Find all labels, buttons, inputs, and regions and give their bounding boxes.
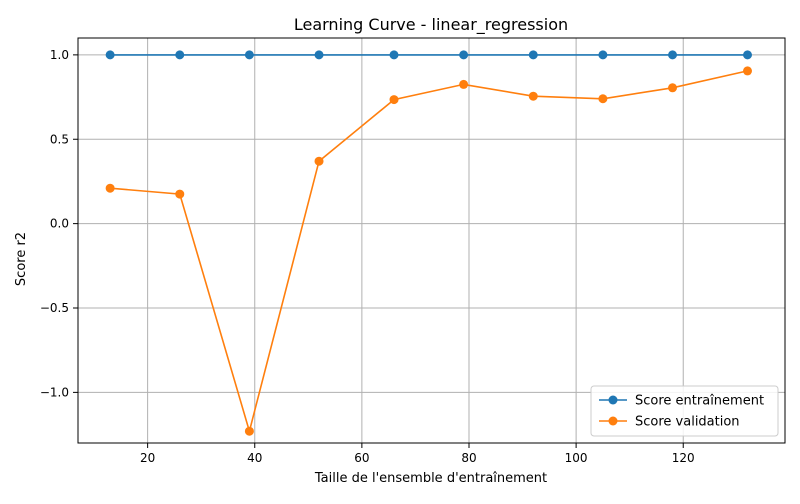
legend-validation-label: Score validation: [635, 415, 740, 430]
training-score-point: [743, 50, 753, 60]
training-score-point: [598, 50, 608, 60]
y-tick-label: −0.5: [40, 301, 69, 315]
ticks: 20 40 60 80 100 120 −1.0 −0.5 0.0 0.5 1.0: [40, 48, 695, 465]
x-tick-label: 120: [672, 451, 695, 465]
x-tick-label: 80: [461, 451, 476, 465]
validation-score-line: [110, 70, 748, 435]
validation-score-point: [175, 189, 185, 199]
legend-box: [590, 385, 779, 437]
training-score-point: [459, 50, 469, 60]
validation-score-point: [389, 95, 399, 105]
training-score-point: [244, 50, 254, 60]
y-axis-label: Score r2: [14, 232, 29, 286]
y-tick-label: 1.0: [50, 48, 69, 62]
x-tick-label: 60: [354, 451, 369, 465]
legend-validation-marker: [608, 416, 618, 426]
validation-score-point: [528, 91, 538, 101]
training-score-point: [389, 50, 399, 60]
validation-score-point: [743, 66, 753, 76]
legend: Score entraînement Score validation: [590, 385, 779, 437]
training-score-point: [105, 50, 115, 60]
validation-score-point: [598, 94, 608, 104]
y-tick-label: 0.5: [50, 132, 69, 146]
legend-training-label: Score entraînement: [635, 394, 764, 409]
x-tick-label: 20: [140, 451, 155, 465]
legend-training-marker: [608, 395, 618, 405]
x-axis-label: Taille de l'ensemble d'entraînement: [314, 471, 547, 486]
y-tick-label: 0.0: [50, 217, 69, 231]
validation-score-point: [459, 79, 469, 89]
plot-frame: [77, 37, 786, 444]
validation-score-point: [244, 426, 254, 436]
validation-score-point: [668, 83, 678, 93]
x-tick-label: 100: [565, 451, 588, 465]
chart-title: Learning Curve - linear_regression: [294, 15, 568, 35]
training-score-point: [314, 50, 324, 60]
validation-score-point: [105, 183, 115, 193]
x-tick-label: 40: [247, 451, 262, 465]
y-tick-label: −1.0: [40, 385, 69, 399]
training-score-point: [175, 50, 185, 60]
series-layer: [105, 50, 753, 436]
validation-score-point: [314, 156, 324, 166]
training-score-point: [528, 50, 538, 60]
training-score-point: [668, 50, 678, 60]
